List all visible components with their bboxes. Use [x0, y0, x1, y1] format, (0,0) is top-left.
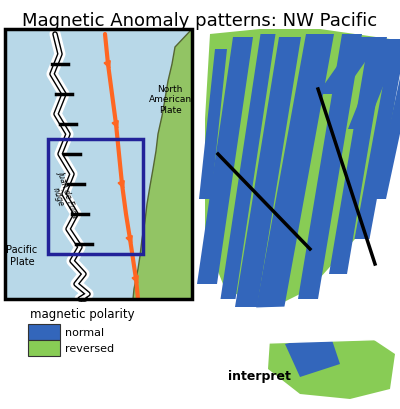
Polygon shape: [354, 45, 400, 239]
Polygon shape: [197, 38, 253, 284]
Polygon shape: [348, 40, 400, 130]
Text: reversed: reversed: [65, 343, 114, 353]
Polygon shape: [220, 35, 276, 299]
Polygon shape: [199, 50, 227, 200]
Polygon shape: [268, 329, 395, 399]
Text: North
American
Plate: North American Plate: [148, 85, 192, 115]
Text: Pacific
Plate: Pacific Plate: [6, 245, 38, 266]
Polygon shape: [205, 30, 395, 309]
Text: Magnetic Anomaly patterns: NW Pacific: Magnetic Anomaly patterns: NW Pacific: [22, 12, 378, 30]
Polygon shape: [318, 38, 382, 95]
Text: interpret: interpret: [228, 369, 291, 382]
Text: Juan de Fuca
ridge: Juan de Fuca ridge: [46, 169, 80, 221]
Text: normal: normal: [65, 327, 104, 337]
Polygon shape: [329, 38, 387, 274]
Bar: [28, 340, 60, 356]
Polygon shape: [230, 304, 395, 344]
Polygon shape: [235, 38, 301, 307]
Polygon shape: [133, 30, 192, 299]
Bar: [5, 30, 192, 299]
Bar: [48, 139, 143, 254]
Bar: [28, 324, 60, 340]
Polygon shape: [374, 60, 400, 200]
Polygon shape: [298, 35, 362, 299]
Polygon shape: [256, 35, 334, 309]
Polygon shape: [285, 334, 340, 377]
Text: magnetic polarity: magnetic polarity: [30, 307, 135, 320]
Bar: [5, 30, 192, 299]
